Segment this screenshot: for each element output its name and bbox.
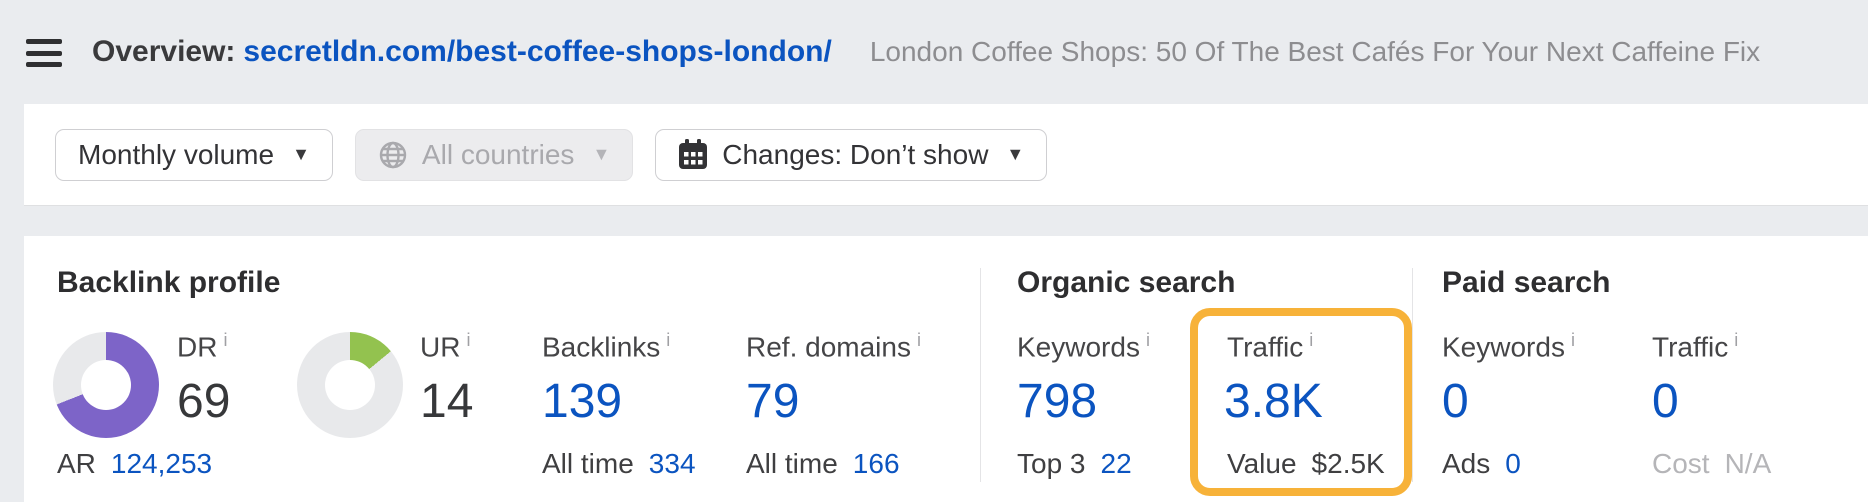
info-icon[interactable]: i — [1145, 330, 1150, 350]
organic-traffic-value-link[interactable]: 3.8K — [1224, 375, 1323, 428]
paid-keywords-label: Keywords i — [1442, 330, 1575, 363]
section-divider — [1412, 268, 1413, 482]
organic-keywords-label: Keywords i — [1017, 330, 1150, 363]
dr-value: 69 — [177, 375, 231, 428]
top3-label: Top 3 — [1017, 448, 1086, 479]
backlinks-value-link[interactable]: 139 — [542, 375, 623, 428]
ads-value-link[interactable]: 0 — [1505, 448, 1521, 479]
ref-domains-alltime-row: All time 166 — [746, 448, 900, 480]
monthly-volume-label: Monthly volume — [78, 138, 275, 170]
page-title: Overview: secretldn.com/best-coffee-shops… — [92, 35, 832, 69]
paid-search-heading: Paid search — [1442, 266, 1611, 299]
chevron-down-icon: ▼ — [292, 144, 310, 164]
backlinks-alltime-link[interactable]: 334 — [648, 448, 696, 479]
info-icon[interactable]: i — [223, 330, 228, 350]
backlinks-alltime-row: All time 334 — [542, 448, 696, 480]
info-icon[interactable]: i — [1734, 330, 1739, 350]
paid-keywords-value-link[interactable]: 0 — [1442, 375, 1469, 428]
country-dropdown[interactable]: All countries ▼ — [354, 128, 634, 181]
ar-row: AR 124,253 — [57, 448, 212, 480]
organic-keywords-value-link[interactable]: 798 — [1017, 375, 1098, 428]
top3-value-link[interactable]: 22 — [1100, 448, 1132, 479]
section-divider — [980, 268, 981, 482]
cost-label: Cost — [1652, 448, 1710, 479]
chevron-down-icon: ▼ — [592, 144, 611, 164]
page-header: Overview: secretldn.com/best-coffee-shops… — [0, 0, 1868, 104]
info-icon[interactable]: i — [666, 330, 671, 350]
metrics-panel: Backlink profile DR i 69 AR 124,253 UR i 1… — [24, 236, 1868, 502]
ads-row: Ads 0 — [1442, 448, 1521, 480]
target-url-link[interactable]: secretldn.com/best-coffee-shops-london/ — [243, 35, 832, 68]
dr-donut-chart — [53, 332, 159, 438]
country-label: All countries — [421, 138, 575, 170]
chevron-down-icon: ▼ — [1006, 144, 1025, 164]
info-icon[interactable]: i — [1309, 330, 1314, 350]
alltime-label: All time — [542, 448, 634, 479]
paid-traffic-label: Traffic i — [1652, 330, 1739, 363]
menu-icon[interactable] — [26, 39, 62, 67]
ur-label: UR i — [420, 330, 471, 363]
overview-label: Overview: — [92, 35, 236, 68]
alltime-label: All time — [746, 448, 838, 479]
globe-icon — [379, 141, 407, 168]
dr-label: DR i — [177, 330, 228, 363]
traffic-value-amount: $2.5K — [1311, 448, 1385, 479]
serp-page-title: London Coffee Shops: 50 Of The Best Café… — [869, 36, 1761, 67]
calendar-icon — [679, 138, 708, 169]
ur-value: 14 — [420, 375, 474, 428]
ref-domains-value-link[interactable]: 79 — [746, 375, 800, 428]
backlinks-label: Backlinks i — [542, 330, 671, 363]
top3-row: Top 3 22 — [1017, 448, 1132, 480]
backlink-profile-heading: Backlink profile — [57, 266, 281, 299]
changes-label: Changes: Don’t show — [722, 138, 989, 170]
cost-value: N/A — [1724, 448, 1772, 479]
info-icon[interactable]: i — [1570, 330, 1575, 350]
traffic-value-row: Value $2.5K — [1227, 448, 1385, 480]
ads-label: Ads — [1442, 448, 1491, 479]
organic-search-heading: Organic search — [1017, 266, 1236, 299]
organic-traffic-label: Traffic i — [1227, 330, 1314, 363]
cost-row: Cost N/A — [1652, 448, 1771, 480]
ur-donut-chart — [297, 332, 403, 438]
changes-dropdown[interactable]: Changes: Don’t show ▼ — [655, 128, 1048, 181]
ref-domains-label: Ref. domains i — [746, 330, 921, 363]
info-icon[interactable]: i — [916, 330, 921, 350]
ar-value-link[interactable]: 124,253 — [110, 448, 213, 479]
value-label: Value — [1227, 448, 1297, 479]
info-icon[interactable]: i — [466, 330, 471, 350]
monthly-volume-dropdown[interactable]: Monthly volume ▼ — [55, 128, 333, 181]
filter-bar: Monthly volume ▼ All countries ▼ Changes — [24, 104, 1868, 206]
ref-domains-alltime-link[interactable]: 166 — [852, 448, 900, 479]
ar-label: AR — [57, 448, 96, 479]
paid-traffic-value-link[interactable]: 0 — [1652, 375, 1679, 428]
